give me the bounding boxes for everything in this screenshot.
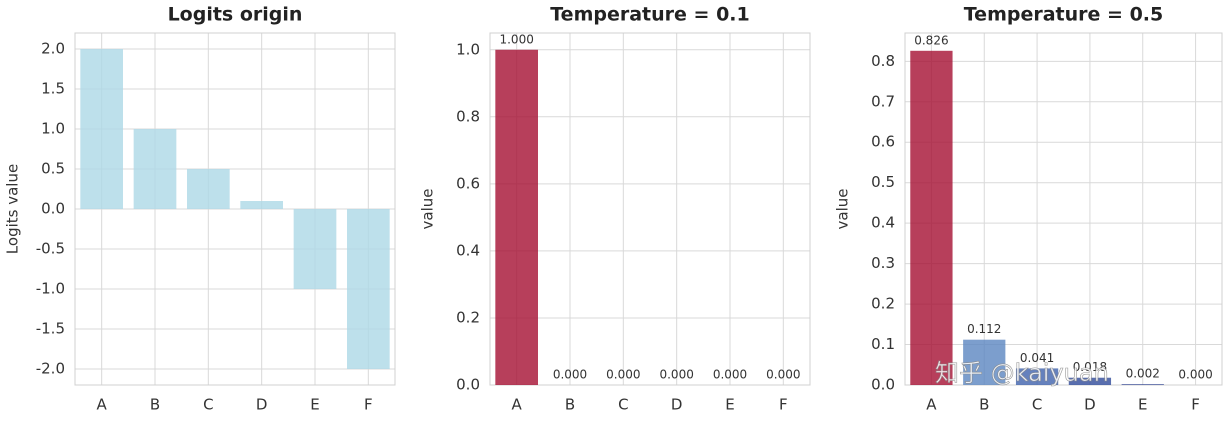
y-tick-label: -0.5 (36, 240, 65, 258)
value-label: 0.826 (914, 33, 948, 47)
x-tick-label: E (310, 396, 319, 414)
plot-frame (74, 32, 396, 386)
x-tick-label: C (203, 396, 213, 414)
x-tick-label: C (1032, 396, 1042, 414)
value-label: 0.041 (1020, 351, 1054, 365)
y-tick-label: 1.5 (41, 80, 65, 98)
chart-title: Logits origin (168, 4, 303, 26)
value-label: 0.000 (553, 368, 587, 382)
value-label: 0.000 (766, 368, 800, 382)
x-tick-label: B (565, 396, 575, 414)
bar (240, 201, 283, 209)
x-tick-label: D (256, 396, 268, 414)
chart-title: Temperature = 0.5 (964, 4, 1163, 26)
bar (187, 169, 230, 209)
y-tick-label: 0.5 (41, 160, 65, 178)
x-tick-label: A (512, 396, 523, 414)
x-tick-label: A (926, 396, 937, 414)
y-tick-label: -1.0 (36, 280, 65, 298)
bar (1121, 384, 1164, 385)
y-tick-label: 0.4 (871, 214, 895, 232)
value-label: 0.000 (1178, 368, 1212, 382)
chart-title: Temperature = 0.1 (550, 4, 749, 26)
x-tick-label: B (150, 396, 160, 414)
y-tick-label: 0.7 (871, 92, 895, 110)
x-tick-label: E (1138, 396, 1147, 414)
y-tick-label: 0.8 (456, 107, 480, 125)
y-tick-label: 0.0 (871, 376, 895, 394)
x-tick-label: C (618, 396, 628, 414)
value-label: 1.000 (499, 32, 533, 46)
y-axis-label: value (419, 189, 437, 230)
y-tick-label: 0.0 (41, 200, 65, 218)
y-tick-label: 0.1 (871, 335, 895, 353)
value-label: 0.112 (967, 322, 1001, 336)
y-tick-label: 2.0 (41, 40, 65, 58)
y-axis-label: value (834, 189, 852, 230)
bar (963, 339, 1006, 385)
y-tick-label: 0.6 (871, 133, 895, 151)
y-tick-label: 0.2 (456, 308, 480, 326)
x-tick-label: D (671, 396, 683, 414)
bar (80, 49, 123, 209)
y-tick-label: 0.0 (456, 376, 480, 394)
bar (1015, 368, 1059, 385)
x-tick-label: F (779, 396, 788, 414)
y-tick-label: 0.3 (871, 254, 895, 272)
value-label: 0.002 (1126, 367, 1160, 381)
y-tick-label: 0.4 (456, 241, 480, 259)
x-tick-label: B (979, 396, 989, 414)
bar (347, 209, 390, 369)
plot-frame (904, 32, 1223, 386)
value-label: 0.000 (713, 368, 747, 382)
x-tick-label: D (1084, 396, 1096, 414)
x-tick-label: A (97, 396, 108, 414)
value-label: 0.000 (659, 368, 693, 382)
value-label: 0.000 (606, 368, 640, 382)
bar (133, 129, 177, 209)
y-tick-label: -2.0 (36, 360, 65, 378)
bar (1068, 377, 1112, 385)
y-tick-label: 1.0 (456, 40, 480, 58)
y-tick-label: -1.5 (36, 320, 65, 338)
plot-frame (489, 32, 811, 386)
bar (293, 209, 337, 289)
y-tick-label: 0.2 (871, 295, 895, 313)
y-tick-label: 0.5 (871, 173, 895, 191)
bar (495, 49, 538, 386)
watermark: 知乎 @kaiyuan (935, 359, 1109, 387)
x-tick-label: E (725, 396, 734, 414)
y-tick-label: 0.8 (871, 52, 895, 70)
value-label: 0.018 (1073, 360, 1107, 374)
y-axis-label: Logits value (4, 164, 22, 254)
x-tick-label: F (364, 396, 373, 414)
bar (910, 50, 953, 385)
y-tick-label: 1.0 (41, 120, 65, 138)
y-tick-label: 0.6 (456, 174, 480, 192)
x-tick-label: F (1191, 396, 1200, 414)
